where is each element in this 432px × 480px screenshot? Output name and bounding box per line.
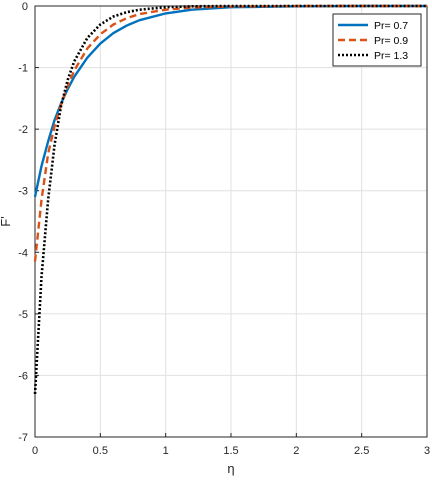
- x-tick-label: 0.5: [93, 445, 108, 457]
- x-tick-label: 2.5: [354, 445, 369, 457]
- legend-box: [332, 13, 422, 67]
- x-tick-label: 2: [293, 445, 299, 457]
- legend-label-1: Pr= 0.7: [374, 20, 408, 32]
- legend: Pr= 0.7 Pr= 0.9 Pr= 1.3: [332, 13, 422, 67]
- y-tick-label: -1: [18, 63, 28, 75]
- x-axis-label: η: [227, 461, 234, 476]
- y-tick-label: -3: [18, 186, 28, 198]
- y-tick-label: -6: [18, 370, 28, 382]
- x-tick-label: 3: [424, 445, 430, 457]
- x-tick-label: 0: [32, 445, 38, 457]
- legend-label-3: Pr= 1.3: [374, 50, 408, 62]
- x-tick-label: 1.5: [223, 445, 238, 457]
- y-tick-label: -7: [18, 432, 28, 444]
- y-tick-label: -5: [18, 309, 28, 321]
- series-line-3: [33, 4, 427, 394]
- y-tick-label: 0: [22, 1, 28, 13]
- y-axis-label: F': [0, 216, 13, 226]
- grid-lines: [34, 5, 428, 438]
- x-tick-label: 1: [163, 445, 169, 457]
- y-tick-label: -2: [18, 124, 28, 136]
- y-tick-label: -4: [18, 247, 28, 259]
- axis-ticks: 0 0.5 1 1.5 2 2.5 3 0 -1 -2 -3 -4 -5 -6 -7: [18, 1, 430, 457]
- series-line-2: [33, 4, 427, 262]
- legend-label-2: Pr= 0.9: [374, 35, 408, 47]
- series-lines: [33, 4, 427, 394]
